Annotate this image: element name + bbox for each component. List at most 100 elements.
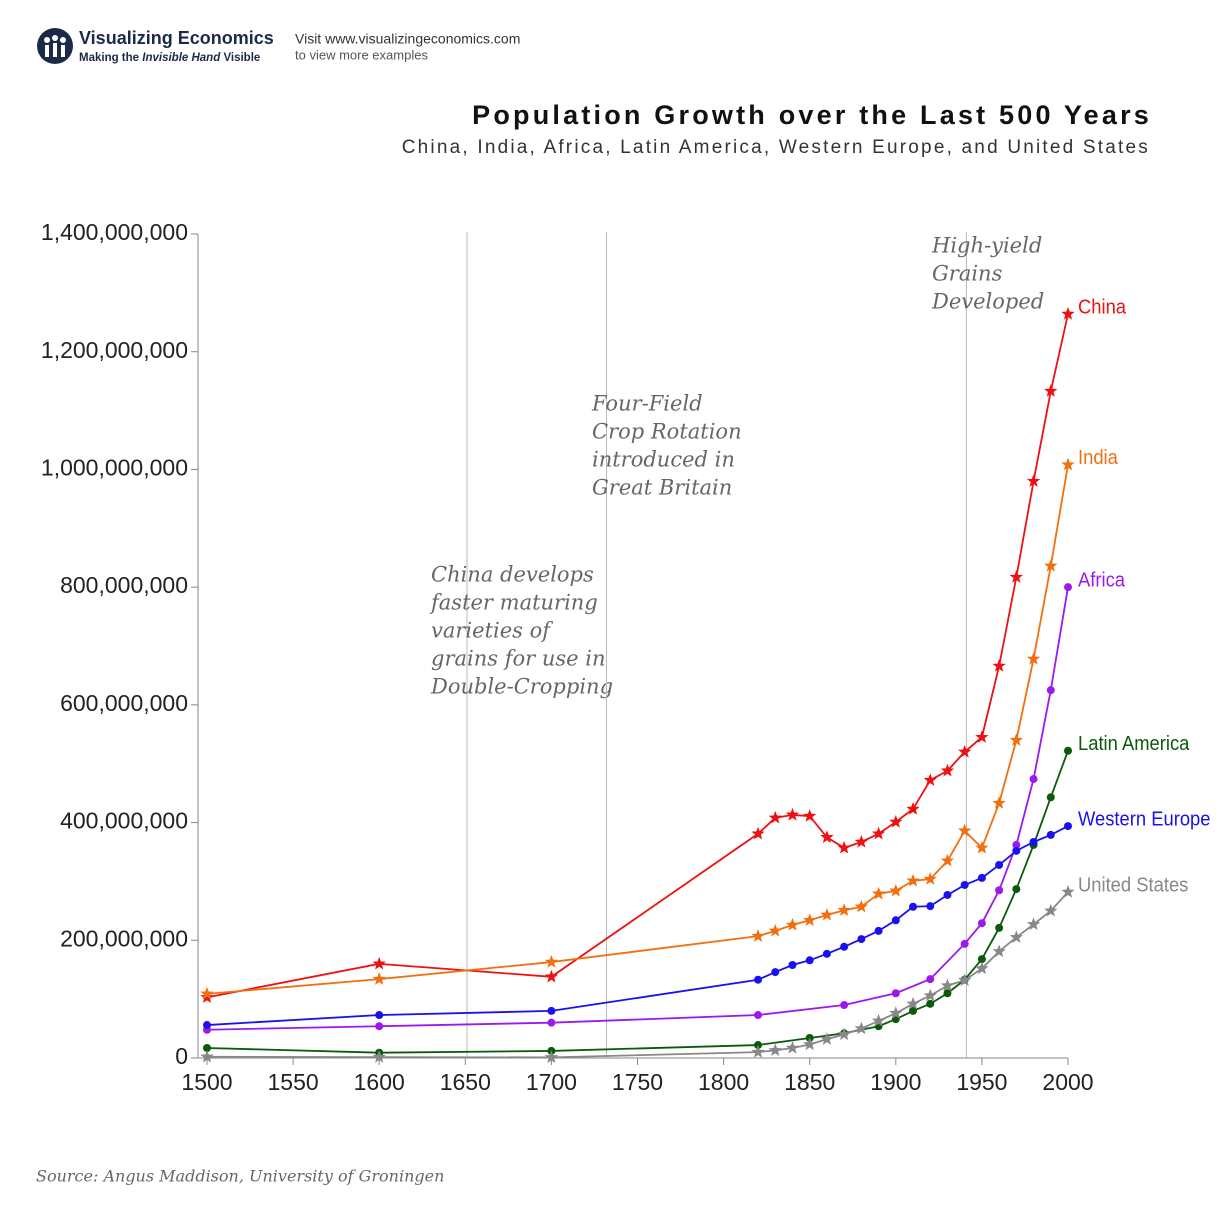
point bbox=[874, 926, 883, 935]
point bbox=[751, 826, 765, 840]
point bbox=[1046, 686, 1055, 695]
point bbox=[803, 809, 817, 822]
point bbox=[751, 1045, 765, 1058]
annotation: faster maturing bbox=[429, 591, 598, 615]
point bbox=[203, 1043, 211, 1052]
series: United States bbox=[200, 875, 1188, 1064]
point bbox=[785, 1040, 800, 1054]
series: India bbox=[200, 447, 1118, 1000]
series: Western Europe bbox=[203, 809, 1211, 1030]
point bbox=[1046, 830, 1055, 839]
point bbox=[926, 999, 935, 1008]
point bbox=[805, 956, 814, 965]
annotation: varieties of bbox=[431, 619, 553, 643]
point bbox=[1009, 733, 1023, 746]
point bbox=[977, 873, 986, 882]
annotation: China develops bbox=[431, 563, 594, 587]
point bbox=[889, 883, 903, 897]
point bbox=[923, 988, 937, 1002]
y-tick-label: 200,000,000 bbox=[60, 925, 188, 951]
point bbox=[923, 872, 937, 885]
annotation: Double-Cropping bbox=[430, 675, 613, 699]
point bbox=[1009, 930, 1023, 944]
point bbox=[1044, 903, 1058, 917]
point bbox=[372, 956, 386, 970]
brand: Visualizing Economics bbox=[79, 28, 274, 48]
point bbox=[926, 975, 935, 984]
x-tick-label: 1800 bbox=[698, 1069, 749, 1095]
logo-figure bbox=[44, 37, 50, 43]
point bbox=[751, 929, 765, 942]
series-line bbox=[206, 313, 1069, 999]
point bbox=[995, 923, 1004, 932]
logo-figure bbox=[61, 45, 65, 57]
point bbox=[754, 1041, 763, 1050]
point bbox=[1044, 558, 1058, 572]
x-tick-label: 1900 bbox=[870, 1069, 921, 1095]
legend-label: Latin America bbox=[1078, 733, 1190, 755]
point bbox=[803, 1037, 817, 1051]
visit-more: to view more examples bbox=[295, 47, 428, 62]
point bbox=[200, 986, 214, 1000]
tagline-end: Visible bbox=[223, 52, 260, 64]
x-tick-label: 1600 bbox=[354, 1069, 405, 1095]
annotation: Developed bbox=[931, 290, 1044, 314]
y-tick-label: 1,000,000,000 bbox=[41, 455, 188, 481]
legend-label: India bbox=[1078, 447, 1118, 469]
point bbox=[943, 989, 952, 998]
point bbox=[200, 1049, 214, 1063]
y-tick-label: 1,200,000,000 bbox=[41, 337, 188, 363]
point bbox=[960, 939, 969, 948]
series: Latin America bbox=[203, 733, 1190, 1057]
point bbox=[992, 659, 1006, 672]
tagline-start: Making the bbox=[79, 52, 139, 64]
point bbox=[203, 1021, 211, 1030]
series-line bbox=[206, 464, 1069, 995]
visit: Visit www.visualizingeconomics.com bbox=[295, 31, 520, 47]
logo-figure bbox=[45, 45, 49, 57]
point bbox=[837, 1027, 851, 1041]
point bbox=[889, 1006, 903, 1019]
x-tick-label: 1950 bbox=[956, 1069, 1007, 1095]
x-tick-label: 1650 bbox=[440, 1069, 491, 1095]
point bbox=[788, 961, 797, 970]
point bbox=[754, 1011, 763, 1020]
point bbox=[1029, 775, 1038, 784]
point bbox=[822, 949, 831, 958]
point bbox=[909, 1006, 918, 1015]
point bbox=[547, 1018, 556, 1027]
point bbox=[958, 973, 972, 986]
point bbox=[375, 1011, 384, 1020]
x-tick-label: 1750 bbox=[612, 1069, 663, 1095]
point bbox=[958, 823, 972, 837]
point bbox=[940, 763, 955, 777]
point bbox=[785, 807, 800, 821]
point bbox=[943, 890, 952, 899]
point bbox=[768, 1043, 782, 1057]
point bbox=[1026, 474, 1041, 487]
point bbox=[906, 802, 920, 815]
point bbox=[1061, 885, 1075, 898]
tagline: Making the Invisible Hand Visible bbox=[79, 52, 260, 64]
point bbox=[854, 899, 869, 913]
point bbox=[771, 968, 780, 977]
point bbox=[854, 1021, 869, 1035]
point bbox=[803, 913, 817, 926]
legend-label: United States bbox=[1078, 875, 1188, 897]
annotation: High-yield bbox=[931, 234, 1042, 258]
point bbox=[992, 796, 1006, 809]
point bbox=[754, 975, 763, 984]
point bbox=[906, 873, 920, 887]
point bbox=[977, 919, 986, 928]
annotation: Crop Rotation bbox=[592, 420, 742, 444]
point bbox=[1012, 846, 1021, 855]
point bbox=[891, 989, 900, 998]
point bbox=[940, 978, 955, 992]
legend-label: China bbox=[1078, 297, 1126, 319]
point bbox=[837, 903, 851, 916]
point bbox=[975, 840, 989, 854]
point bbox=[857, 935, 866, 944]
logo-figure bbox=[53, 43, 57, 57]
x-tick-label: 2000 bbox=[1042, 1069, 1093, 1095]
